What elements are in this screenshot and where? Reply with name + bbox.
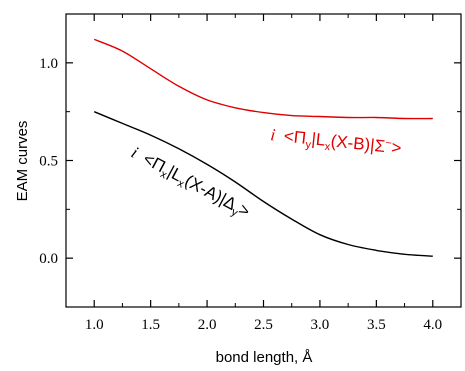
plot-frame [65, 13, 462, 308]
y-tick-label: 0.5 [39, 154, 58, 170]
y-axis-label: EAM curves [14, 121, 31, 202]
x-tick-label: 1.0 [85, 317, 104, 333]
x-tick-label: 2.5 [254, 317, 273, 333]
x-tick-label: 2.0 [198, 317, 217, 333]
series-lines [93, 38, 433, 257]
annotation-red: i <Πy|Lx(X-B)|Σ−> [269, 125, 402, 161]
x-tick-label: 1.5 [141, 317, 160, 333]
y-tick-label: 1.0 [39, 56, 58, 72]
x-tick-label: 4.0 [423, 317, 442, 333]
x-tick-label: 3.5 [367, 317, 386, 333]
series-line-0 [93, 38, 433, 120]
y-tick-label: 0.0 [39, 251, 58, 267]
x-axis-label: bond length, Å [216, 349, 313, 366]
axis-ticks: 1.0 1.5 2.0 2.5 3.0 3.5 4.0 0.0 0.5 1.0 [39, 13, 462, 333]
series-line-1 [93, 111, 433, 257]
x-tick-label: 3.0 [311, 317, 330, 333]
